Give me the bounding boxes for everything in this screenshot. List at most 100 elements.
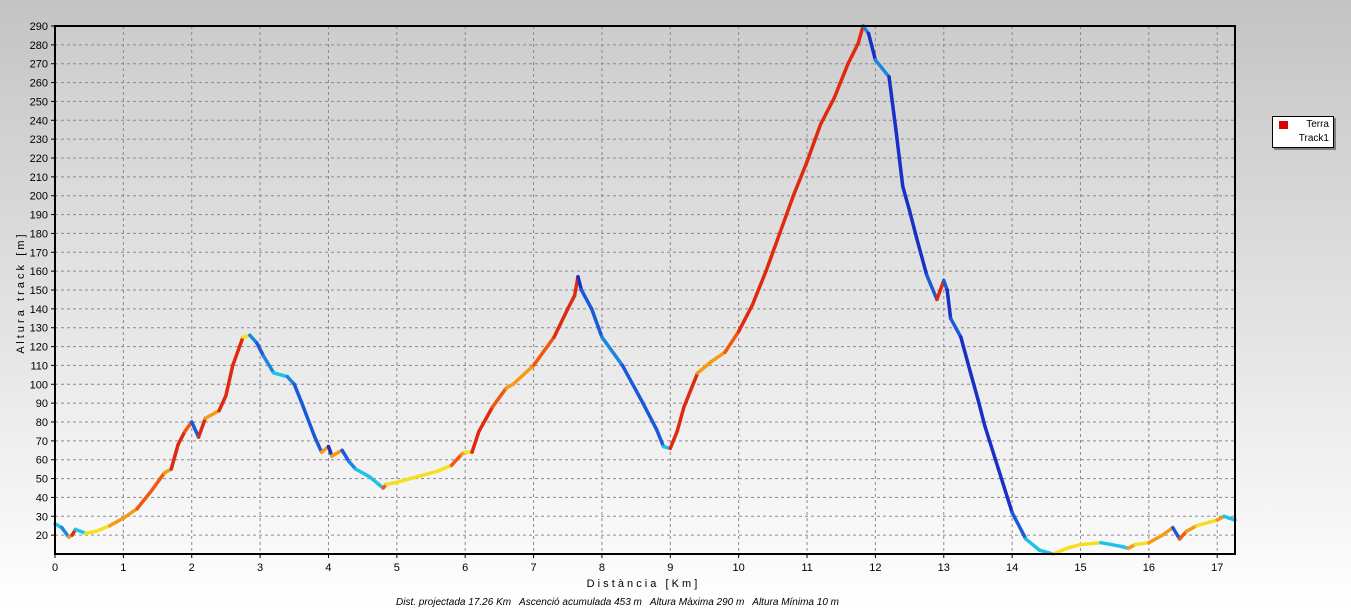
track-segment xyxy=(723,329,741,354)
track-segment xyxy=(169,442,180,471)
track-segment xyxy=(1171,525,1182,541)
x-axis-label: D i s t à n c i a [ K m ] xyxy=(587,578,698,590)
track-segment xyxy=(490,386,508,409)
track-segment xyxy=(224,363,235,398)
x-tick-label: 8 xyxy=(599,562,605,574)
track-segment xyxy=(1010,510,1028,541)
track-segment xyxy=(576,275,584,292)
track-segment xyxy=(254,341,266,358)
track-segment xyxy=(764,231,782,273)
track-segment xyxy=(856,24,865,45)
y-tick-label: 40 xyxy=(36,492,48,504)
track-segment xyxy=(620,363,645,405)
y-tick-label: 120 xyxy=(30,342,48,354)
y-tick-label: 90 xyxy=(36,398,48,410)
track-segment xyxy=(203,408,221,420)
track-segment xyxy=(675,405,686,434)
y-tick-label: 50 xyxy=(36,474,48,486)
track-segment xyxy=(565,293,577,311)
x-tick-label: 13 xyxy=(938,562,950,574)
track-segment xyxy=(959,335,973,377)
track-segment xyxy=(1147,533,1165,545)
track-series-line xyxy=(53,24,1237,556)
x-tick-label: 4 xyxy=(325,562,331,574)
track-segment xyxy=(777,193,796,236)
track-segment xyxy=(176,429,187,447)
track-segment xyxy=(1184,523,1199,534)
track-segment xyxy=(1078,540,1103,547)
track-segment xyxy=(709,350,727,364)
y-tick-label: 270 xyxy=(30,59,48,71)
x-tick-label: 2 xyxy=(189,562,195,574)
track-segment xyxy=(983,424,1001,471)
y-tick-label: 210 xyxy=(30,172,48,184)
track-segment xyxy=(272,371,290,379)
track-segment xyxy=(832,61,850,100)
track-segment xyxy=(1133,540,1151,547)
x-tick-label: 7 xyxy=(531,562,537,574)
track-segment xyxy=(805,122,823,164)
track-segment xyxy=(1065,542,1083,551)
track-segment xyxy=(654,427,666,449)
y-tick-label: 230 xyxy=(30,134,48,146)
legend: Terra Track1 xyxy=(1272,116,1334,148)
track-segment xyxy=(121,506,139,520)
track-segment xyxy=(948,316,963,339)
legend-item-track1: Track1 xyxy=(1273,132,1333,146)
x-tick-label: 17 xyxy=(1211,562,1223,574)
y-tick-label: 240 xyxy=(30,115,48,127)
x-tick-label: 16 xyxy=(1143,562,1155,574)
track-segment xyxy=(736,303,755,334)
track-segment xyxy=(945,288,953,321)
y-tick-label: 200 xyxy=(30,191,48,203)
x-tick-label: 12 xyxy=(869,562,881,574)
x-tick-label: 10 xyxy=(733,562,745,574)
track-segment xyxy=(1160,525,1175,537)
track-segment xyxy=(470,429,481,454)
track-segment xyxy=(60,525,71,539)
track-segment xyxy=(682,371,700,409)
y-tick-label: 100 xyxy=(30,379,48,391)
x-tick-label: 1 xyxy=(120,562,126,574)
track-segment xyxy=(415,469,440,479)
track-segment xyxy=(436,463,454,473)
y-tick-label: 170 xyxy=(30,247,48,259)
track-segment xyxy=(641,401,659,432)
x-axis-ticks: 0 1 2 3 4 5 6 7 8 9 10 11 12 13 14 15 16 17 xyxy=(52,554,1223,574)
track-segment xyxy=(313,435,324,454)
track-segment xyxy=(477,405,495,434)
legend-label-track1: Track1 xyxy=(1298,133,1329,144)
track-segment xyxy=(73,527,88,536)
track-segment xyxy=(907,209,919,239)
track-segment xyxy=(552,307,570,339)
y-tick-label: 190 xyxy=(30,210,48,222)
track-segment xyxy=(1099,540,1124,549)
track-segment xyxy=(531,335,556,368)
y-axis-ticks: 20 30 40 50 60 70 80 90 100 110 120 130 140 150 160 170… xyxy=(30,21,55,542)
track-segment xyxy=(340,448,351,464)
track-segment xyxy=(196,416,208,439)
y-tick-label: 150 xyxy=(30,285,48,297)
track-segment xyxy=(969,373,980,402)
x-tick-label: 0 xyxy=(52,562,58,574)
track-segment xyxy=(330,448,344,458)
y-tick-label: 110 xyxy=(30,360,48,372)
track-segment xyxy=(935,278,946,302)
y-tick-label: 260 xyxy=(30,78,48,90)
x-tick-label: 9 xyxy=(667,562,673,574)
track-segment xyxy=(600,335,625,368)
x-tick-label: 14 xyxy=(1006,562,1018,574)
y-tick-label: 20 xyxy=(36,530,48,542)
track-segment xyxy=(1194,520,1213,528)
track-segment xyxy=(695,359,714,375)
track-segment xyxy=(924,273,939,302)
x-tick-label: 15 xyxy=(1074,562,1086,574)
y-tick-label: 60 xyxy=(36,455,48,467)
y-tick-label: 280 xyxy=(30,40,48,52)
track-segment xyxy=(148,471,167,494)
track-segment xyxy=(976,397,987,428)
x-tick-label: 11 xyxy=(801,562,812,574)
track-summary-footer: Dist. projectada 17.26 Km Ascenció acumu… xyxy=(396,597,839,608)
legend-label-terra: Terra xyxy=(1306,119,1329,130)
x-tick-label: 3 xyxy=(257,562,263,574)
